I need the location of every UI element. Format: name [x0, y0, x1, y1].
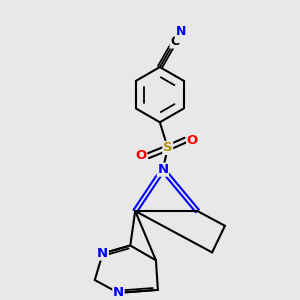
Text: N: N	[157, 163, 168, 176]
Text: S: S	[163, 141, 172, 154]
Text: N: N	[176, 25, 186, 38]
Text: C: C	[170, 35, 179, 48]
Text: N: N	[113, 286, 124, 299]
Text: N: N	[97, 247, 108, 260]
Text: O: O	[187, 134, 198, 146]
Text: O: O	[136, 149, 147, 162]
